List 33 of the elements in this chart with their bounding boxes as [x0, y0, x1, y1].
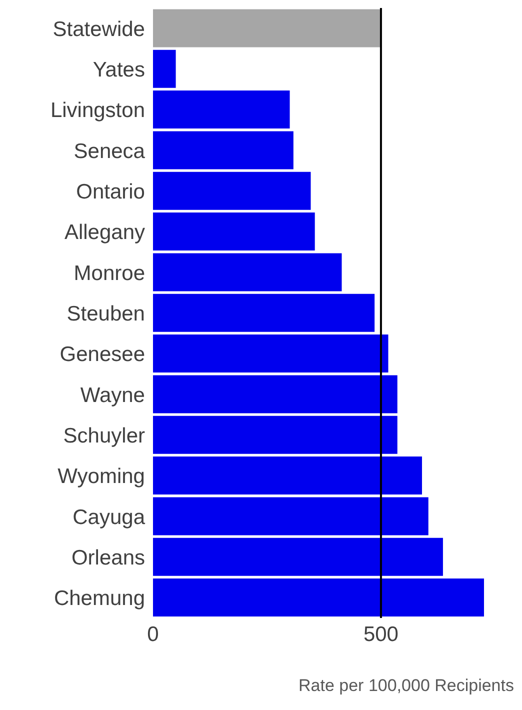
bar — [153, 90, 290, 129]
y-tick-label: Seneca — [74, 140, 146, 163]
y-tick-label: Ontario — [76, 180, 145, 204]
bar — [153, 375, 398, 414]
y-tick-label: Allegany — [64, 221, 146, 244]
bar — [153, 538, 443, 576]
y-tick-label: Statewide — [52, 18, 145, 41]
bar — [153, 172, 311, 210]
y-tick-label: Steuben — [66, 302, 145, 326]
y-tick-label: Chemung — [54, 587, 145, 610]
y-tick-label: Wyoming — [58, 465, 145, 488]
y-tick-label: Schuyler — [63, 424, 146, 448]
y-tick-label: Monroe — [74, 262, 145, 285]
y-tick-label: Livingston — [50, 99, 145, 122]
y-tick-label: Genesee — [60, 343, 145, 366]
y-tick-label: Wayne — [80, 384, 145, 407]
x-tick-label: 0 — [147, 622, 159, 646]
bar — [153, 334, 388, 373]
x-axis-title: Rate per 100,000 Recipients — [298, 676, 514, 696]
y-tick-label: Cayuga — [72, 506, 146, 529]
bar — [153, 50, 176, 88]
bar — [153, 456, 422, 495]
x-tick-label: 500 — [363, 622, 398, 646]
bar — [153, 497, 428, 536]
bar — [153, 253, 342, 292]
y-tick-label: Yates — [92, 58, 145, 82]
y-tick-label: Orleans — [71, 546, 145, 570]
bar — [153, 9, 381, 48]
bar — [153, 212, 315, 251]
bar — [153, 131, 294, 170]
bar — [153, 578, 484, 617]
bar — [153, 416, 398, 454]
bar — [153, 294, 375, 332]
